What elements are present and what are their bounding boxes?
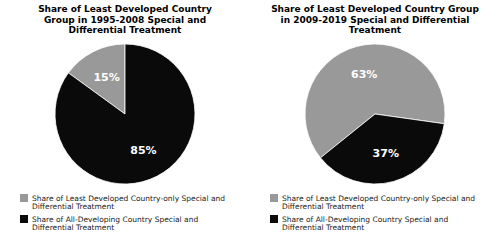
data-label: 37% (373, 147, 399, 160)
legend-label: Share of Least Developed Country-only Sp… (282, 194, 475, 212)
data-label: 63% (351, 68, 377, 81)
slices (305, 44, 445, 184)
legend-swatch (20, 215, 28, 223)
data-label: 85% (130, 144, 156, 157)
chart-title: Share of Least Developed CountryGroup in… (38, 4, 212, 35)
legend: Share of Least Developed Country-only Sp… (270, 194, 475, 233)
pie-slice (55, 44, 195, 184)
data-labels: 63% 37% (351, 68, 399, 159)
data-labels: 15% 85% (93, 71, 156, 156)
legend-label: Share of All-Developing Country Special … (32, 215, 198, 233)
chart-title: Share of Least Developed Country Groupin… (271, 4, 479, 35)
pie-slice (320, 114, 444, 184)
data-label: 15% (93, 71, 119, 84)
slices (55, 44, 195, 184)
pie-panel: Share of Least Developed CountryGroup in… (20, 4, 225, 232)
legend-label: Share of Least Developed Country-only Sp… (32, 194, 225, 212)
chart-root: Share of Least Developed CountryGroup in… (0, 0, 500, 252)
pie-panel: Share of Least Developed Country Groupin… (270, 4, 479, 232)
legend-swatch (20, 194, 28, 202)
legend-label: Share of All-Developing Country Special … (282, 215, 448, 233)
legend-swatch (270, 215, 278, 223)
legend-swatch (270, 194, 278, 202)
legend: Share of Least Developed Country-only Sp… (20, 194, 225, 233)
